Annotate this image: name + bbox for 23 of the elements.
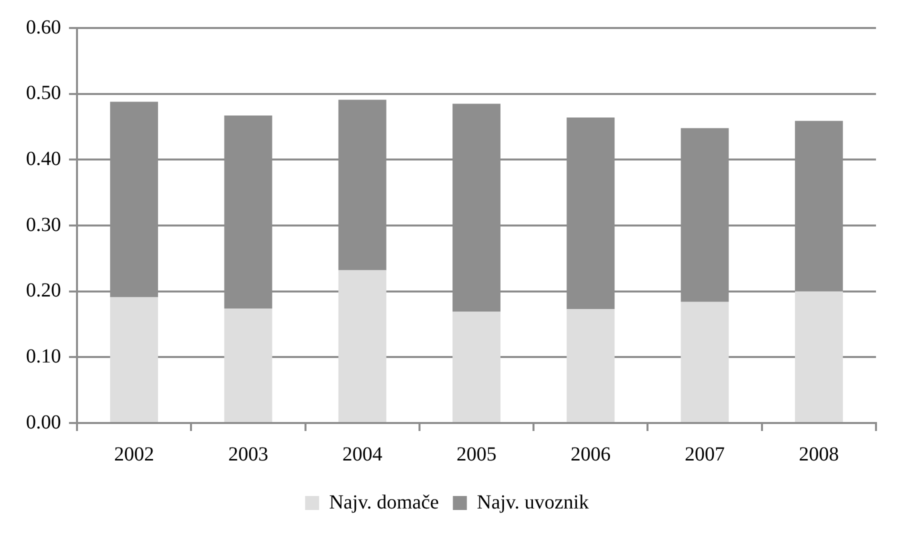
y-tick-label: 0.10 [26,345,61,368]
x-tick-label: 2002 [114,443,154,466]
x-tick-label: 2005 [456,443,496,466]
x-tick-label: 2007 [684,443,725,466]
bar [110,297,158,422]
y-tick-label: 0.40 [26,148,61,170]
legend-label: Najv. domače [329,491,439,514]
bar [338,270,386,422]
bar [566,309,615,422]
y-tick-label: 0.00 [26,411,61,434]
x-tick-label: 2003 [228,443,268,466]
y-tick-label: 0.50 [26,82,61,104]
x-tick-label: 2004 [342,443,382,466]
bar [224,308,272,422]
x-tick-label: 2008 [798,443,839,466]
bar [680,302,729,422]
y-tick-label: 0.60 [26,16,61,38]
y-tick-label: 0.20 [26,280,61,302]
x-tick-label: 2006 [570,443,611,466]
legend-label: Najv. uvoznik [476,491,589,514]
bar [452,312,500,422]
bar [794,291,843,422]
y-tick-label: 0.30 [26,214,61,236]
